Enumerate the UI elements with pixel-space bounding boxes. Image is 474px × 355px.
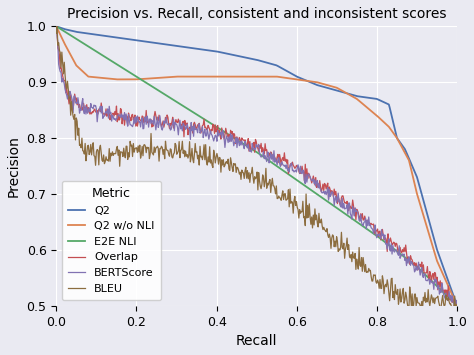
BERTScore: [246, 148, 252, 152]
BERTScore: [244, 144, 249, 148]
Q2: [292, 73, 298, 78]
Q2: [454, 304, 460, 308]
Overlap: [246, 149, 252, 153]
Line: Overlap: Overlap: [56, 21, 457, 308]
BERTScore: [54, 21, 59, 25]
Q2: [54, 24, 59, 28]
BLEU: [446, 295, 451, 299]
Overlap: [244, 143, 249, 148]
Q2: [382, 100, 388, 105]
E2E NLI: [382, 240, 388, 244]
BLEU: [247, 180, 253, 185]
Q2 w/o NLI: [454, 304, 460, 308]
BERTScore: [382, 233, 388, 237]
Line: Q2 w/o NLI: Q2 w/o NLI: [56, 26, 457, 306]
X-axis label: Recall: Recall: [236, 334, 277, 348]
Q2 w/o NLI: [382, 121, 388, 125]
E2E NLI: [244, 144, 249, 148]
E2E NLI: [246, 145, 252, 149]
BLEU: [54, 31, 59, 36]
Q2 w/o NLI: [270, 75, 276, 79]
Legend: Q2, Q2 w/o NLI, E2E NLI, Overlap, BERTScore, BLEU: Q2, Q2 w/o NLI, E2E NLI, Overlap, BERTSc…: [62, 181, 161, 300]
Q2 w/o NLI: [54, 24, 59, 28]
Line: BLEU: BLEU: [56, 24, 457, 311]
E2E NLI: [54, 24, 59, 28]
BLEU: [54, 22, 60, 27]
Q2: [244, 56, 249, 60]
E2E NLI: [270, 162, 276, 166]
Q2 w/o NLI: [445, 282, 450, 286]
BERTScore: [445, 298, 450, 302]
BLEU: [245, 168, 250, 173]
BERTScore: [292, 169, 298, 173]
Q2: [445, 277, 450, 281]
Q2: [246, 56, 252, 60]
Line: BERTScore: BERTScore: [56, 23, 457, 310]
BERTScore: [270, 159, 276, 164]
Overlap: [292, 166, 298, 170]
BLEU: [453, 309, 458, 313]
BLEU: [383, 282, 389, 286]
Overlap: [382, 237, 388, 241]
Q2 w/o NLI: [246, 75, 252, 79]
Q2 w/o NLI: [292, 77, 298, 81]
Overlap: [270, 153, 276, 157]
Overlap: [54, 19, 59, 23]
Line: Q2: Q2: [56, 26, 457, 306]
E2E NLI: [292, 176, 298, 181]
BLEU: [293, 203, 299, 208]
E2E NLI: [445, 294, 450, 299]
BERTScore: [454, 304, 460, 308]
Q2 w/o NLI: [244, 75, 249, 79]
Title: Precision vs. Recall, consistent and inconsistent scores: Precision vs. Recall, consistent and inc…: [67, 7, 447, 21]
E2E NLI: [454, 304, 460, 308]
Overlap: [454, 306, 460, 311]
BLEU: [454, 305, 460, 309]
Q2: [270, 62, 276, 66]
BLEU: [271, 184, 277, 188]
Y-axis label: Precision: Precision: [7, 135, 21, 197]
Line: E2E NLI: E2E NLI: [56, 26, 457, 306]
BERTScore: [452, 308, 457, 312]
Overlap: [445, 294, 450, 299]
